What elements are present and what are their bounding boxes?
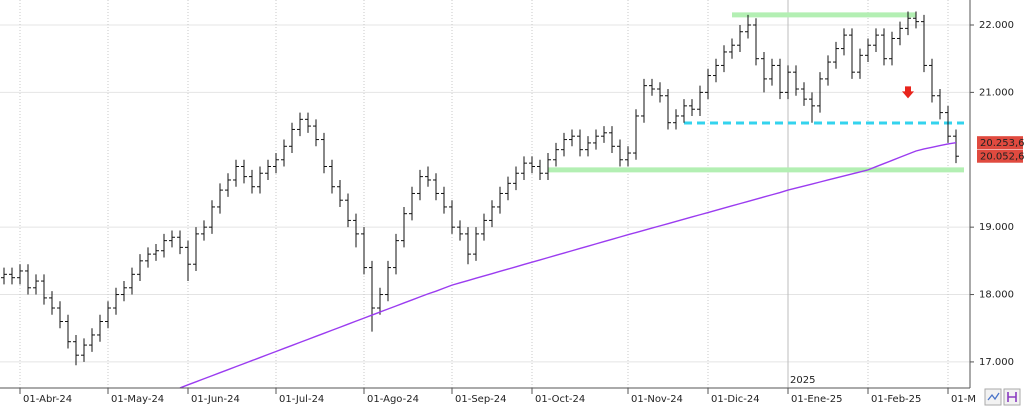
x-tick-label: 01-Nov-24: [631, 394, 683, 405]
price-flag: [977, 136, 1023, 150]
x-tick-label: 01-Ago-24: [367, 394, 419, 405]
x-tick-label: 01-Abr-24: [23, 394, 72, 405]
y-tick-label: 17.000: [979, 357, 1014, 368]
moving-average-line: [179, 141, 957, 388]
grid: [0, 0, 970, 388]
price-flag-label: 20.052,63: [980, 152, 1024, 163]
price-flag: [977, 149, 1023, 163]
y-tick-label: 22.000: [979, 20, 1014, 31]
year-label: 2025: [790, 375, 815, 386]
x-tick-label: 01-Sep-24: [455, 394, 507, 405]
x-tick-label: 01-Oct-24: [535, 394, 585, 405]
x-tick-label: 01-Jun-24: [191, 394, 240, 405]
price-flags: 20.253,65 20.052,63: [977, 136, 1024, 163]
plot-area: [1, 11, 964, 388]
y-tick-label: 19.000: [979, 222, 1014, 233]
y-tick-label: 21.000: [979, 87, 1014, 98]
x-tick-label: 01-May-24: [111, 394, 164, 405]
x-tick-label: 01-M: [951, 394, 976, 405]
settings-icon-glyph: [1007, 392, 1017, 402]
x-tick-label: 01-Feb-25: [871, 394, 921, 405]
price-flag-label: 20.253,65: [980, 138, 1024, 149]
x-tick-label: 01-Jul-24: [279, 394, 324, 405]
toolbar-icons: [984, 388, 1021, 406]
x-tick-label: 01-Dic-24: [711, 394, 760, 405]
zoom-icon-glyph: [987, 392, 1000, 401]
x-tick-label: 01-Ene-25: [791, 394, 842, 405]
y-tick-label: 18.000: [979, 290, 1014, 301]
signal-arrow: [902, 86, 914, 99]
